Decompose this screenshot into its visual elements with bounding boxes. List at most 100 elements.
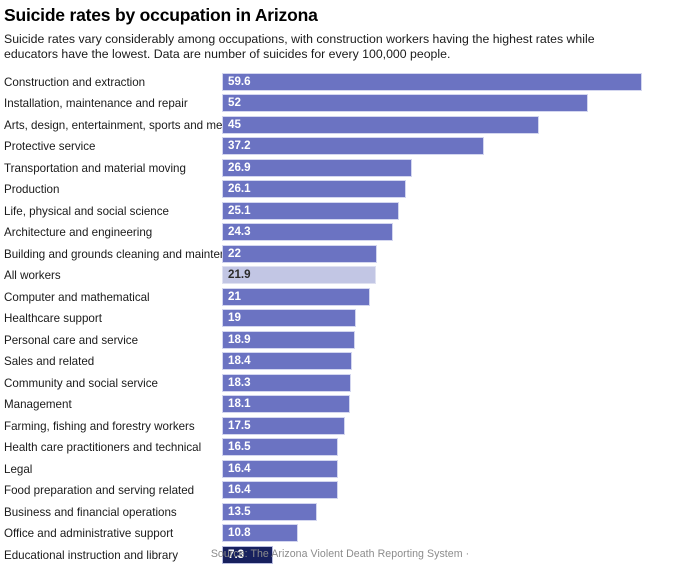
bar-value-label: 7.3 [228, 547, 245, 561]
bar-chart-figure: Suicide rates by occupation in Arizona S… [0, 5, 680, 574]
category-label: Protective service [4, 140, 96, 154]
bar[interactable]: 19 [222, 309, 356, 328]
bar-track: 18.9 [222, 329, 680, 351]
bar[interactable]: 25.1 [222, 201, 399, 220]
bar-track: 21 [222, 286, 680, 308]
chart-title: Suicide rates by occupation in Arizona [4, 5, 318, 25]
bar[interactable]: 22 [222, 244, 378, 263]
chart-row: Healthcare support 19 [0, 308, 680, 330]
bar[interactable]: 18.3 [222, 373, 351, 392]
chart-row: All workers 21.9 [0, 265, 680, 287]
bar[interactable]: 17.5 [222, 416, 346, 435]
bar-track: 19 [222, 308, 680, 330]
bar-value-label: 37.2 [228, 139, 251, 153]
bar-value-label: 16.4 [228, 483, 251, 497]
bar-track: 7.3 [222, 544, 680, 566]
bar-track: 25.1 [222, 200, 680, 222]
chart-row: Sales and related 18.4 [0, 351, 680, 373]
chart-subtitle: Suicide rates vary considerably among oc… [4, 32, 595, 62]
bar-value-label: 21.9 [228, 268, 251, 282]
bar-track: 18.3 [222, 372, 680, 394]
bar-track: 16.4 [222, 480, 680, 502]
bar-track: 17.5 [222, 415, 680, 437]
bar-value-label: 18.4 [228, 354, 251, 368]
bar-track: 16.5 [222, 437, 680, 459]
bar-track: 52 [222, 93, 680, 115]
chart-row: Management 18.1 [0, 394, 680, 416]
chart-row: Health care practitioners and technical 1… [0, 437, 680, 459]
bar-track: 13.5 [222, 501, 680, 523]
category-label: Personal care and service [4, 333, 139, 347]
chart-row: Production 26.1 [0, 179, 680, 201]
bar[interactable]: 26.9 [222, 158, 412, 177]
bar-value-label: 10.8 [228, 526, 251, 540]
chart-row: Installation, maintenance and repair 52 [0, 93, 680, 115]
category-label: Construction and extraction [4, 75, 146, 89]
bar[interactable]: 24.3 [222, 223, 394, 242]
category-label: Transportation and material moving [4, 161, 186, 175]
bar[interactable]: 21 [222, 287, 370, 306]
bar[interactable]: 10.8 [222, 524, 299, 543]
chart-row: Legal 16.4 [0, 458, 680, 480]
bar-value-label: 25.1 [228, 203, 251, 217]
chart-row: Farming, fishing and forestry workers 17.… [0, 415, 680, 437]
bar[interactable]: 59.6 [222, 72, 642, 91]
bar-track: 18.4 [222, 351, 680, 373]
bar[interactable]: 45 [222, 115, 540, 134]
chart-row: Food preparation and serving related 16.4 [0, 480, 680, 502]
bar-value-label: 16.4 [228, 461, 251, 475]
chart-plot-area: Construction and extraction 59.6 Installat… [0, 71, 680, 566]
bar[interactable]: 13.5 [222, 502, 318, 521]
bar[interactable]: 18.9 [222, 330, 356, 349]
bar[interactable]: 26.1 [222, 180, 406, 199]
bar[interactable]: 16.5 [222, 438, 339, 457]
bar-value-label: 45 [228, 117, 241, 131]
bar-value-label: 26.1 [228, 182, 251, 196]
category-label: Farming, fishing and forestry workers [4, 419, 195, 433]
chart-row: Construction and extraction 59.6 [0, 71, 680, 93]
category-label: Arts, design, entertainment, sports and … [4, 118, 222, 132]
chart-row: Life, physical and social science 25.1 [0, 200, 680, 222]
category-label: Architecture and engineering [4, 226, 153, 240]
bar-track: 37.2 [222, 136, 680, 158]
bar-track: 24.3 [222, 222, 680, 244]
category-label: Life, physical and social science [4, 204, 169, 218]
category-label: Building and grounds cleaning and mainte… [4, 247, 222, 261]
chart-row: Transportation and material moving 26.9 [0, 157, 680, 179]
bar-value-label: 19 [228, 311, 241, 325]
bar-track: 10.8 [222, 523, 680, 545]
bar-track: 59.6 [222, 71, 680, 93]
bar[interactable]: 18.1 [222, 395, 350, 414]
category-label: Educational instruction and library [4, 548, 179, 562]
bar-track: 26.9 [222, 157, 680, 179]
bar[interactable]: 7.3 [222, 545, 274, 564]
bar-value-label: 24.3 [228, 225, 251, 239]
bar[interactable]: 18.4 [222, 352, 352, 371]
bar-track: 18.1 [222, 394, 680, 416]
bar-value-label: 18.3 [228, 375, 251, 389]
category-label: Computer and mathematical [4, 290, 150, 304]
bar-value-label: 52 [228, 96, 241, 110]
chart-row: Protective service 37.2 [0, 136, 680, 158]
bar[interactable]: 21.9 [222, 266, 377, 285]
bar-value-label: 18.9 [228, 332, 251, 346]
bar-track: 45 [222, 114, 680, 136]
category-label: Community and social service [4, 376, 158, 390]
bar-track: 21.9 [222, 265, 680, 287]
category-label: Healthcare support [4, 312, 102, 326]
chart-row: Personal care and service 18.9 [0, 329, 680, 351]
bar[interactable]: 16.4 [222, 459, 338, 478]
bar-value-label: 26.9 [228, 160, 251, 174]
chart-row: Architecture and engineering 24.3 [0, 222, 680, 244]
bar-track: 22 [222, 243, 680, 265]
chart-row: Community and social service 18.3 [0, 372, 680, 394]
chart-row: Business and financial operations 13.5 [0, 501, 680, 523]
bar[interactable]: 16.4 [222, 481, 338, 500]
chart-row: Building and grounds cleaning and mainte… [0, 243, 680, 265]
bar[interactable]: 52 [222, 94, 589, 113]
category-label: Management [4, 398, 72, 412]
chart-row: Educational instruction and library 7.3 [0, 544, 680, 566]
category-label: Installation, maintenance and repair [4, 97, 188, 111]
bar[interactable]: 37.2 [222, 137, 485, 156]
bar-value-label: 16.5 [228, 440, 251, 454]
